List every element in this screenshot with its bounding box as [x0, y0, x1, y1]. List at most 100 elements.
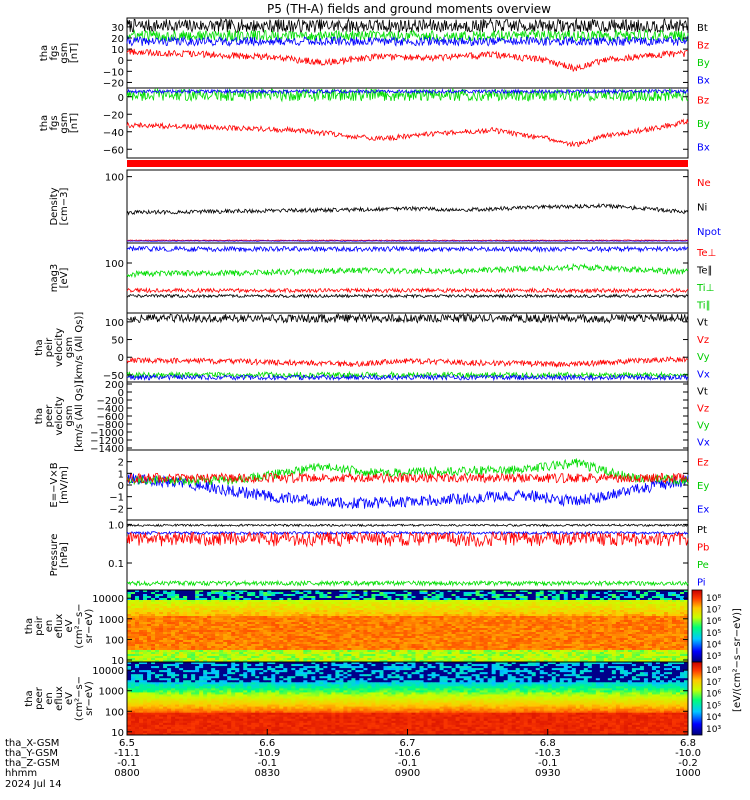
panel-ylabel: [cm−3]	[59, 188, 70, 226]
panel-temperature: 100 mag3 [eV] Te⊥ Te∥ Ti⊥ Ti∥	[49, 242, 716, 314]
panel-frame	[126, 449, 689, 521]
ytick-label: 10	[111, 728, 124, 739]
colorbar-tick-label: 10⁵	[706, 629, 721, 639]
legend-Ey: Ey	[697, 481, 709, 492]
series-Ti⊥-line	[126, 244, 688, 254]
legend-Vt: Vt	[697, 318, 708, 329]
ytick-label: 100	[105, 707, 124, 718]
series-Vy-line	[126, 370, 689, 380]
panel-ylabel: peir	[44, 337, 55, 357]
legend-Ne: Ne	[697, 178, 711, 189]
panel-ylabel: sr−eV)	[84, 681, 95, 716]
panel-ylabel: eV	[64, 619, 75, 632]
colorbar-tick-label: 10³	[706, 652, 721, 662]
panel-ylabel: [eV]	[59, 268, 70, 289]
panel-ylabel: mag3	[49, 264, 60, 293]
xaxis-value: -10.0	[675, 748, 701, 759]
series-By-line	[126, 28, 689, 43]
ytick-label: 50	[111, 336, 124, 347]
legend-Bx: Bx	[697, 75, 710, 86]
ytick-label: −600	[97, 412, 124, 423]
ytick-label: −1200	[90, 436, 124, 447]
xaxis-value: -10.9	[254, 748, 280, 759]
series-Ex-line	[126, 473, 689, 510]
legend-Pt: Pt	[697, 525, 707, 536]
xaxis-value: -0.2	[678, 758, 698, 769]
series-Bz-line	[126, 47, 689, 73]
series-Bx-line	[126, 88, 689, 95]
xaxis-value: 1000	[675, 768, 700, 779]
panel-frame	[126, 312, 689, 383]
ytick-label: −20	[103, 110, 124, 121]
ytick-label: 0	[118, 93, 124, 104]
colorbar	[691, 589, 703, 663]
panel-ylabel: velocity	[54, 328, 65, 367]
legend-Vy: Vy	[697, 421, 710, 432]
panel-ylabel: gsm	[59, 112, 70, 133]
xaxis-row-label: tha_X-GSM	[5, 738, 59, 749]
panel-ylabel: tha	[34, 339, 45, 355]
panel-ylabel: gsm	[64, 337, 75, 358]
colorbar-tick-label: 10⁶	[706, 617, 721, 627]
series-Bz-line	[126, 118, 689, 148]
panel-ylabel: peer	[44, 404, 55, 428]
panel-ylabel: fgs	[49, 115, 60, 130]
panel-ylabel: velocity	[54, 396, 65, 435]
xaxis-value: 6.6	[259, 738, 275, 749]
xaxis-value: 6.7	[400, 738, 416, 749]
colorbar-tick-label: 10⁴	[706, 640, 721, 650]
legend-Vz: Vz	[697, 404, 709, 415]
panel-ylabel: Density	[49, 187, 60, 225]
xaxis-value: -0.1	[257, 758, 277, 769]
ytick-label: 100	[105, 259, 124, 270]
panel-ylabel: (cm²−s−	[74, 603, 85, 648]
ytick-label: −60	[103, 145, 124, 156]
legend-Bt: Bt	[697, 23, 708, 34]
ytick-label: −400	[97, 404, 124, 415]
ytick-label: 100	[105, 635, 124, 646]
legend-Vt: Vt	[697, 387, 708, 398]
ytick-label: −20	[103, 78, 124, 89]
xaxis-value: 0800	[114, 768, 139, 779]
panel-ylabel: [nT]	[69, 43, 80, 63]
spectrogram-cells	[127, 662, 689, 736]
ytick-label: −2	[109, 504, 124, 515]
panel-ylabel: [nPa]	[59, 542, 70, 568]
panel-ylabel: gsm	[59, 42, 70, 63]
panel-ylabel: en	[44, 620, 55, 633]
colorbar-tick-label: 10⁸	[706, 666, 721, 676]
xaxis-value: -0.1	[117, 758, 137, 769]
xaxis-value: -10.3	[535, 748, 561, 759]
ytick-label: −40	[103, 128, 124, 139]
ytick-label: 1.0	[108, 520, 124, 531]
xaxis-value: -10.6	[395, 748, 421, 759]
panel-ylabel: peer	[34, 686, 45, 710]
panel-ylabel: [nT]	[69, 113, 80, 133]
ytick-label: 0.1	[108, 559, 124, 570]
panel-ylabel: eflux	[54, 614, 65, 639]
ytick-label: −1000	[90, 428, 124, 439]
legend-Pb: Pb	[697, 542, 709, 553]
series-By-line	[126, 87, 689, 103]
panel-electron_spectrogram: 10000 1000 100 10 tha peer en eflux eV (cm²−s− sr−…	[24, 661, 721, 739]
plot-title: P5 (TH-A) fields and ground moments over…	[267, 2, 551, 16]
panel-ylabel: eflux	[54, 686, 65, 711]
panel-frame	[126, 381, 689, 451]
ytick-label: −200	[97, 396, 124, 407]
panel-ylabel: E=−V×B	[49, 462, 60, 507]
legend-Pi: Pi	[697, 577, 706, 588]
series-Npot-line	[126, 240, 689, 242]
xaxis-value: 0900	[395, 768, 420, 779]
ytick-label: 0	[118, 388, 124, 399]
time-axis: tha_X-GSM 6.5 6.6 6.7 6.8 6.8 tha_Y-GSM -11.1 -1…	[5, 729, 701, 790]
xaxis-value: 6.5	[119, 738, 135, 749]
ytick-label: 10000	[92, 594, 124, 605]
panel-frame	[126, 242, 689, 314]
xaxis-value: -11.1	[114, 748, 140, 759]
ytick-label: 200	[105, 380, 124, 391]
legend-Vx: Vx	[697, 438, 710, 449]
panel-ylabel: sr−eV)	[84, 609, 95, 644]
xaxis-value: 0930	[535, 768, 560, 779]
ytick-label: −1	[109, 493, 124, 504]
